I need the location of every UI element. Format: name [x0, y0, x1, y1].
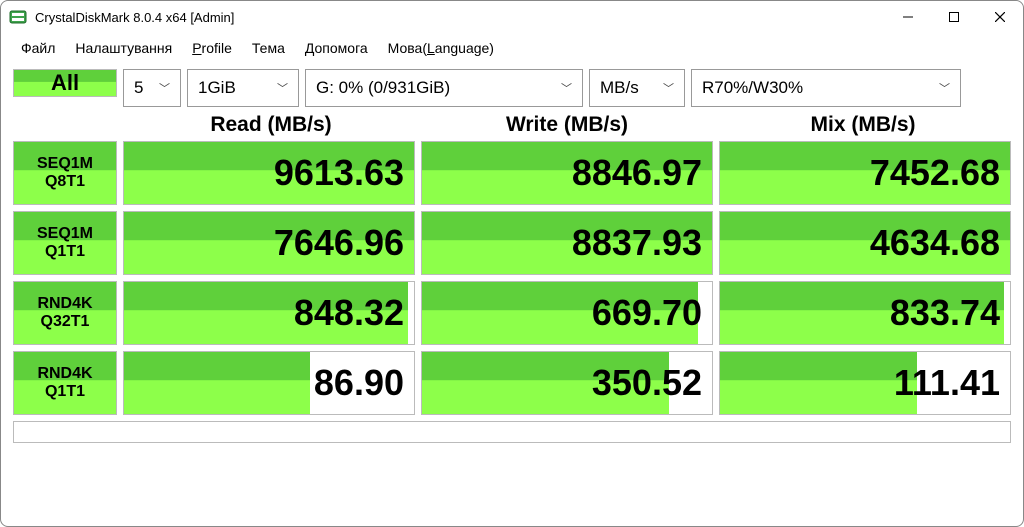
test-size-select[interactable]: 1GiB ﹀	[187, 69, 299, 107]
test-button-seq1m-q8t1[interactable]: SEQ1M Q8T1	[13, 141, 117, 205]
cell-mix: 111.41	[719, 351, 1011, 415]
test-button-rnd4k-q32t1[interactable]: RND4K Q32T1	[13, 281, 117, 345]
cell-read: 86.90	[123, 351, 415, 415]
cell-read: 848.32	[123, 281, 415, 345]
runs-select[interactable]: 5 ﹀	[123, 69, 181, 107]
unit-value: MB/s	[600, 78, 639, 98]
cell-mix: 833.74	[719, 281, 1011, 345]
maximize-button[interactable]	[931, 1, 977, 33]
test-size-value: 1GiB	[198, 78, 236, 98]
cell-write: 8837.93	[421, 211, 713, 275]
chevron-down-icon: ﹀	[159, 80, 170, 96]
cell-write: 669.70	[421, 281, 713, 345]
cell-read: 7646.96	[123, 211, 415, 275]
unit-select[interactable]: MB/s ﹀	[589, 69, 685, 107]
menu-profile[interactable]: Profile	[184, 36, 240, 60]
results-grid: SEQ1M Q8T1 9613.63 8846.97 7452.68 SEQ1M…	[1, 141, 1023, 415]
menu-theme[interactable]: Тема	[244, 36, 293, 60]
table-row: SEQ1M Q1T1 7646.96 8837.93 4634.68	[13, 211, 1011, 275]
cell-write: 8846.97	[421, 141, 713, 205]
titlebar: CrystalDiskMark 8.0.4 x64 [Admin]	[1, 1, 1023, 33]
table-row: SEQ1M Q8T1 9613.63 8846.97 7452.68	[13, 141, 1011, 205]
menubar: Файл Налаштування Profile Тема Допомога …	[1, 33, 1023, 63]
mix-select[interactable]: R70%/W30% ﹀	[691, 69, 961, 107]
menu-language[interactable]: Мова(Language)	[380, 36, 502, 60]
cell-mix: 4634.68	[719, 211, 1011, 275]
chevron-down-icon: ﹀	[561, 80, 572, 96]
statusbar	[13, 421, 1011, 443]
chevron-down-icon: ﹀	[939, 80, 950, 96]
header-read: Read (MB/s)	[123, 107, 419, 141]
cell-read: 9613.63	[123, 141, 415, 205]
app-icon	[9, 8, 27, 26]
minimize-button[interactable]	[885, 1, 931, 33]
window-title: CrystalDiskMark 8.0.4 x64 [Admin]	[35, 10, 234, 25]
test-button-seq1m-q1t1[interactable]: SEQ1M Q1T1	[13, 211, 117, 275]
test-button-rnd4k-q1t1[interactable]: RND4K Q1T1	[13, 351, 117, 415]
cell-mix: 7452.68	[719, 141, 1011, 205]
window-buttons	[885, 1, 1023, 33]
menu-settings[interactable]: Налаштування	[67, 36, 180, 60]
all-button-label: All	[51, 70, 79, 96]
header-mix: Mix (MB/s)	[715, 107, 1011, 141]
close-button[interactable]	[977, 1, 1023, 33]
drive-select[interactable]: G: 0% (0/931GiB) ﹀	[305, 69, 583, 107]
table-row: RND4K Q1T1 86.90 350.52 111.41	[13, 351, 1011, 415]
header-write: Write (MB/s)	[419, 107, 715, 141]
all-button[interactable]: All	[13, 69, 117, 97]
menu-file[interactable]: Файл	[13, 36, 63, 60]
chevron-down-icon: ﹀	[663, 80, 674, 96]
mix-value: R70%/W30%	[702, 78, 803, 98]
chevron-down-icon: ﹀	[277, 80, 288, 96]
cell-write: 350.52	[421, 351, 713, 415]
table-row: RND4K Q32T1 848.32 669.70 833.74	[13, 281, 1011, 345]
runs-value: 5	[134, 78, 143, 98]
menu-help[interactable]: Допомога	[297, 36, 376, 60]
drive-value: G: 0% (0/931GiB)	[316, 78, 450, 98]
